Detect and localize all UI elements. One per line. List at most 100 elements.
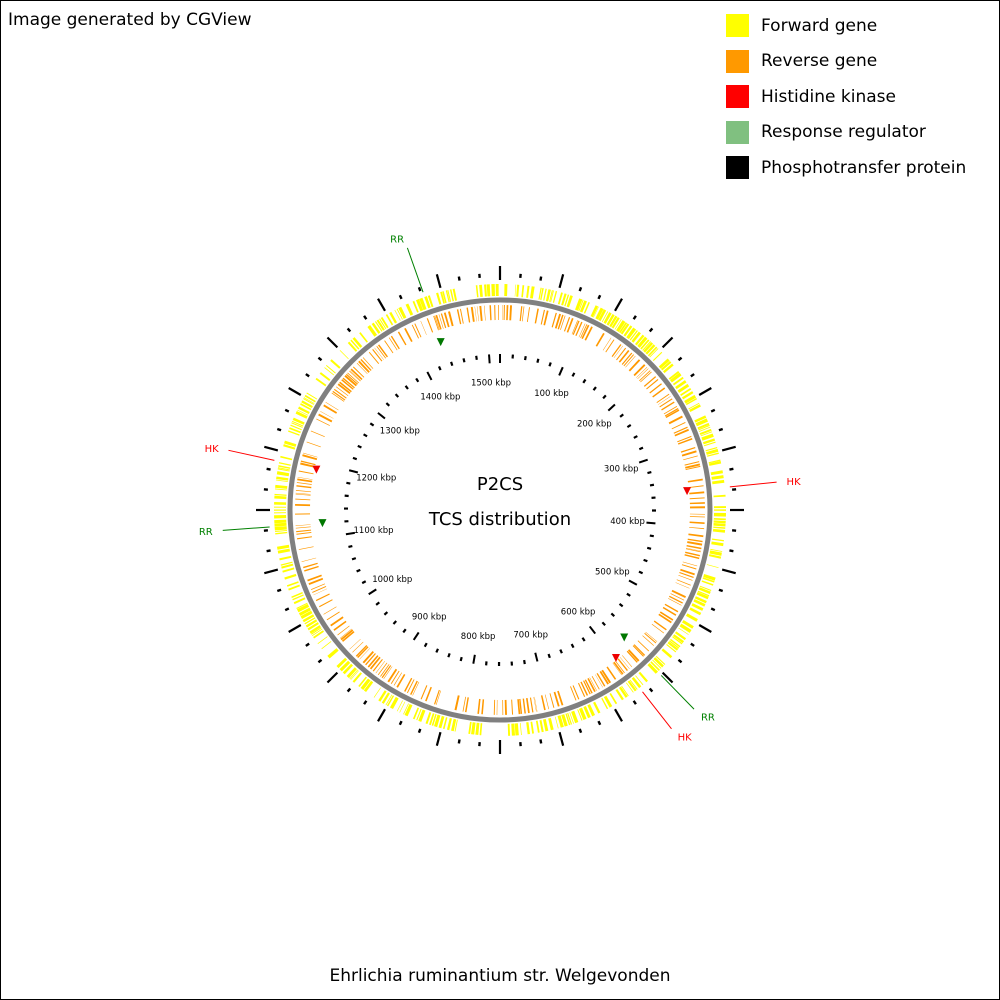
forward-gene: [710, 548, 723, 552]
forward-gene: [346, 667, 357, 679]
reverse-gene: [652, 387, 666, 398]
forward-gene: [280, 561, 293, 566]
reverse-gene: [578, 323, 586, 338]
reverse-gene: [519, 698, 523, 714]
forward-gene: [419, 297, 427, 311]
histidine-kinase-swatch: [726, 85, 749, 109]
reverse-gene: [674, 428, 689, 437]
reverse-gene: [685, 551, 701, 557]
rr-callout-line: [660, 675, 695, 710]
reverse-gene: [297, 478, 313, 483]
outer-major-tick: [614, 298, 623, 312]
forward-gene: [274, 506, 287, 508]
reverse-gene: [549, 693, 555, 708]
reverse-gene: [526, 697, 530, 714]
reverse-gene: [633, 364, 646, 377]
forward-gene: [321, 641, 332, 650]
reverse-gene: [611, 344, 622, 357]
inner-minor-tick: [415, 377, 420, 383]
reverse-gene: [521, 306, 525, 322]
forward-gene: [412, 300, 419, 313]
reverse-gene: [678, 574, 693, 581]
outer-minor-tick: [648, 687, 654, 693]
forward-gene: [666, 643, 677, 653]
reverse-gene: [571, 320, 578, 335]
reverse-gene: [584, 679, 593, 694]
forward-gene: [571, 710, 579, 724]
reverse-gene: [689, 502, 705, 505]
reverse-gene: [390, 670, 400, 684]
forward-gene: [306, 392, 318, 400]
forward-gene: [475, 722, 480, 735]
reverse-gene: [526, 307, 530, 323]
outer-major-tick: [377, 298, 386, 312]
outer-minor-tick: [677, 356, 683, 362]
reverse-gene: [668, 415, 683, 425]
forward-gene: [275, 479, 288, 482]
reverse-gene: [374, 347, 384, 360]
reverse-gene: [522, 698, 526, 714]
reverse-gene: [356, 362, 368, 375]
reverse-gene: [596, 672, 606, 687]
reverse-gene: [384, 340, 394, 354]
reverse-gene: [310, 583, 326, 590]
response-regulator-swatch: [726, 120, 749, 144]
forward-gene: [669, 638, 681, 648]
inner-minor-tick: [638, 446, 644, 451]
forward-gene: [436, 292, 442, 305]
reverse-gene: [637, 368, 649, 380]
inner-minor-tick: [385, 402, 391, 407]
reverse-gene: [632, 645, 644, 657]
forward-gene: [451, 718, 457, 732]
hk-marker: [683, 487, 692, 496]
forward-gene: [275, 484, 288, 489]
reverse-gene: [551, 312, 557, 328]
outer-minor-tick: [346, 687, 352, 693]
forward-gene: [446, 718, 452, 731]
forward-gene: [288, 584, 301, 591]
forward-gene: [609, 693, 618, 705]
forward-gene: [511, 723, 516, 736]
reverse-gene: [618, 349, 630, 363]
reverse-gene: [679, 571, 694, 578]
forward-gene: [452, 288, 458, 301]
inner-major-tick: [426, 371, 433, 381]
forward-gene: [425, 712, 432, 725]
forward-gene: [486, 284, 491, 297]
reverse-gene: [307, 574, 322, 582]
outer-minor-tick: [578, 728, 583, 734]
forward-gene: [305, 619, 318, 628]
reverse-gene: [644, 632, 657, 644]
reverse-gene: [617, 658, 628, 672]
forward-gene: [661, 648, 673, 659]
reverse-gene: [387, 668, 398, 683]
inner-minor-tick: [523, 355, 527, 361]
reverse-gene-track: [295, 305, 705, 715]
reverse-gene: [359, 648, 370, 660]
reverse-gene: [393, 672, 403, 686]
forward-gene: [702, 438, 716, 445]
forward-gene: [635, 334, 645, 346]
rr-callout-line: [406, 247, 424, 293]
forward-gene: [373, 687, 381, 698]
reverse-gene: [540, 695, 546, 711]
reverse-gene: [412, 681, 420, 696]
inner-minor-tick: [459, 656, 463, 662]
forward-gene: [296, 603, 310, 613]
forward-gene: [603, 312, 612, 324]
inner-minor-tick: [626, 424, 632, 429]
outer-minor-tick: [578, 286, 583, 292]
tick-label: 1000 kbp: [372, 575, 412, 585]
legend-item-phosphotransfer-protein: Phosphotransfer protein: [726, 150, 966, 186]
forward-gene: [587, 704, 596, 717]
legend-label: Phosphotransfer protein: [761, 157, 967, 178]
reverse-gene: [626, 650, 638, 663]
forward-gene: [440, 291, 445, 304]
hk-callout-line: [729, 481, 777, 488]
reverse-gene: [375, 661, 386, 674]
forward-gene: [626, 682, 634, 693]
tick-label: 1500 kbp: [471, 378, 511, 388]
reverse-gene: [296, 485, 312, 489]
forward-gene: [674, 631, 687, 641]
forward-gene: [623, 325, 633, 337]
